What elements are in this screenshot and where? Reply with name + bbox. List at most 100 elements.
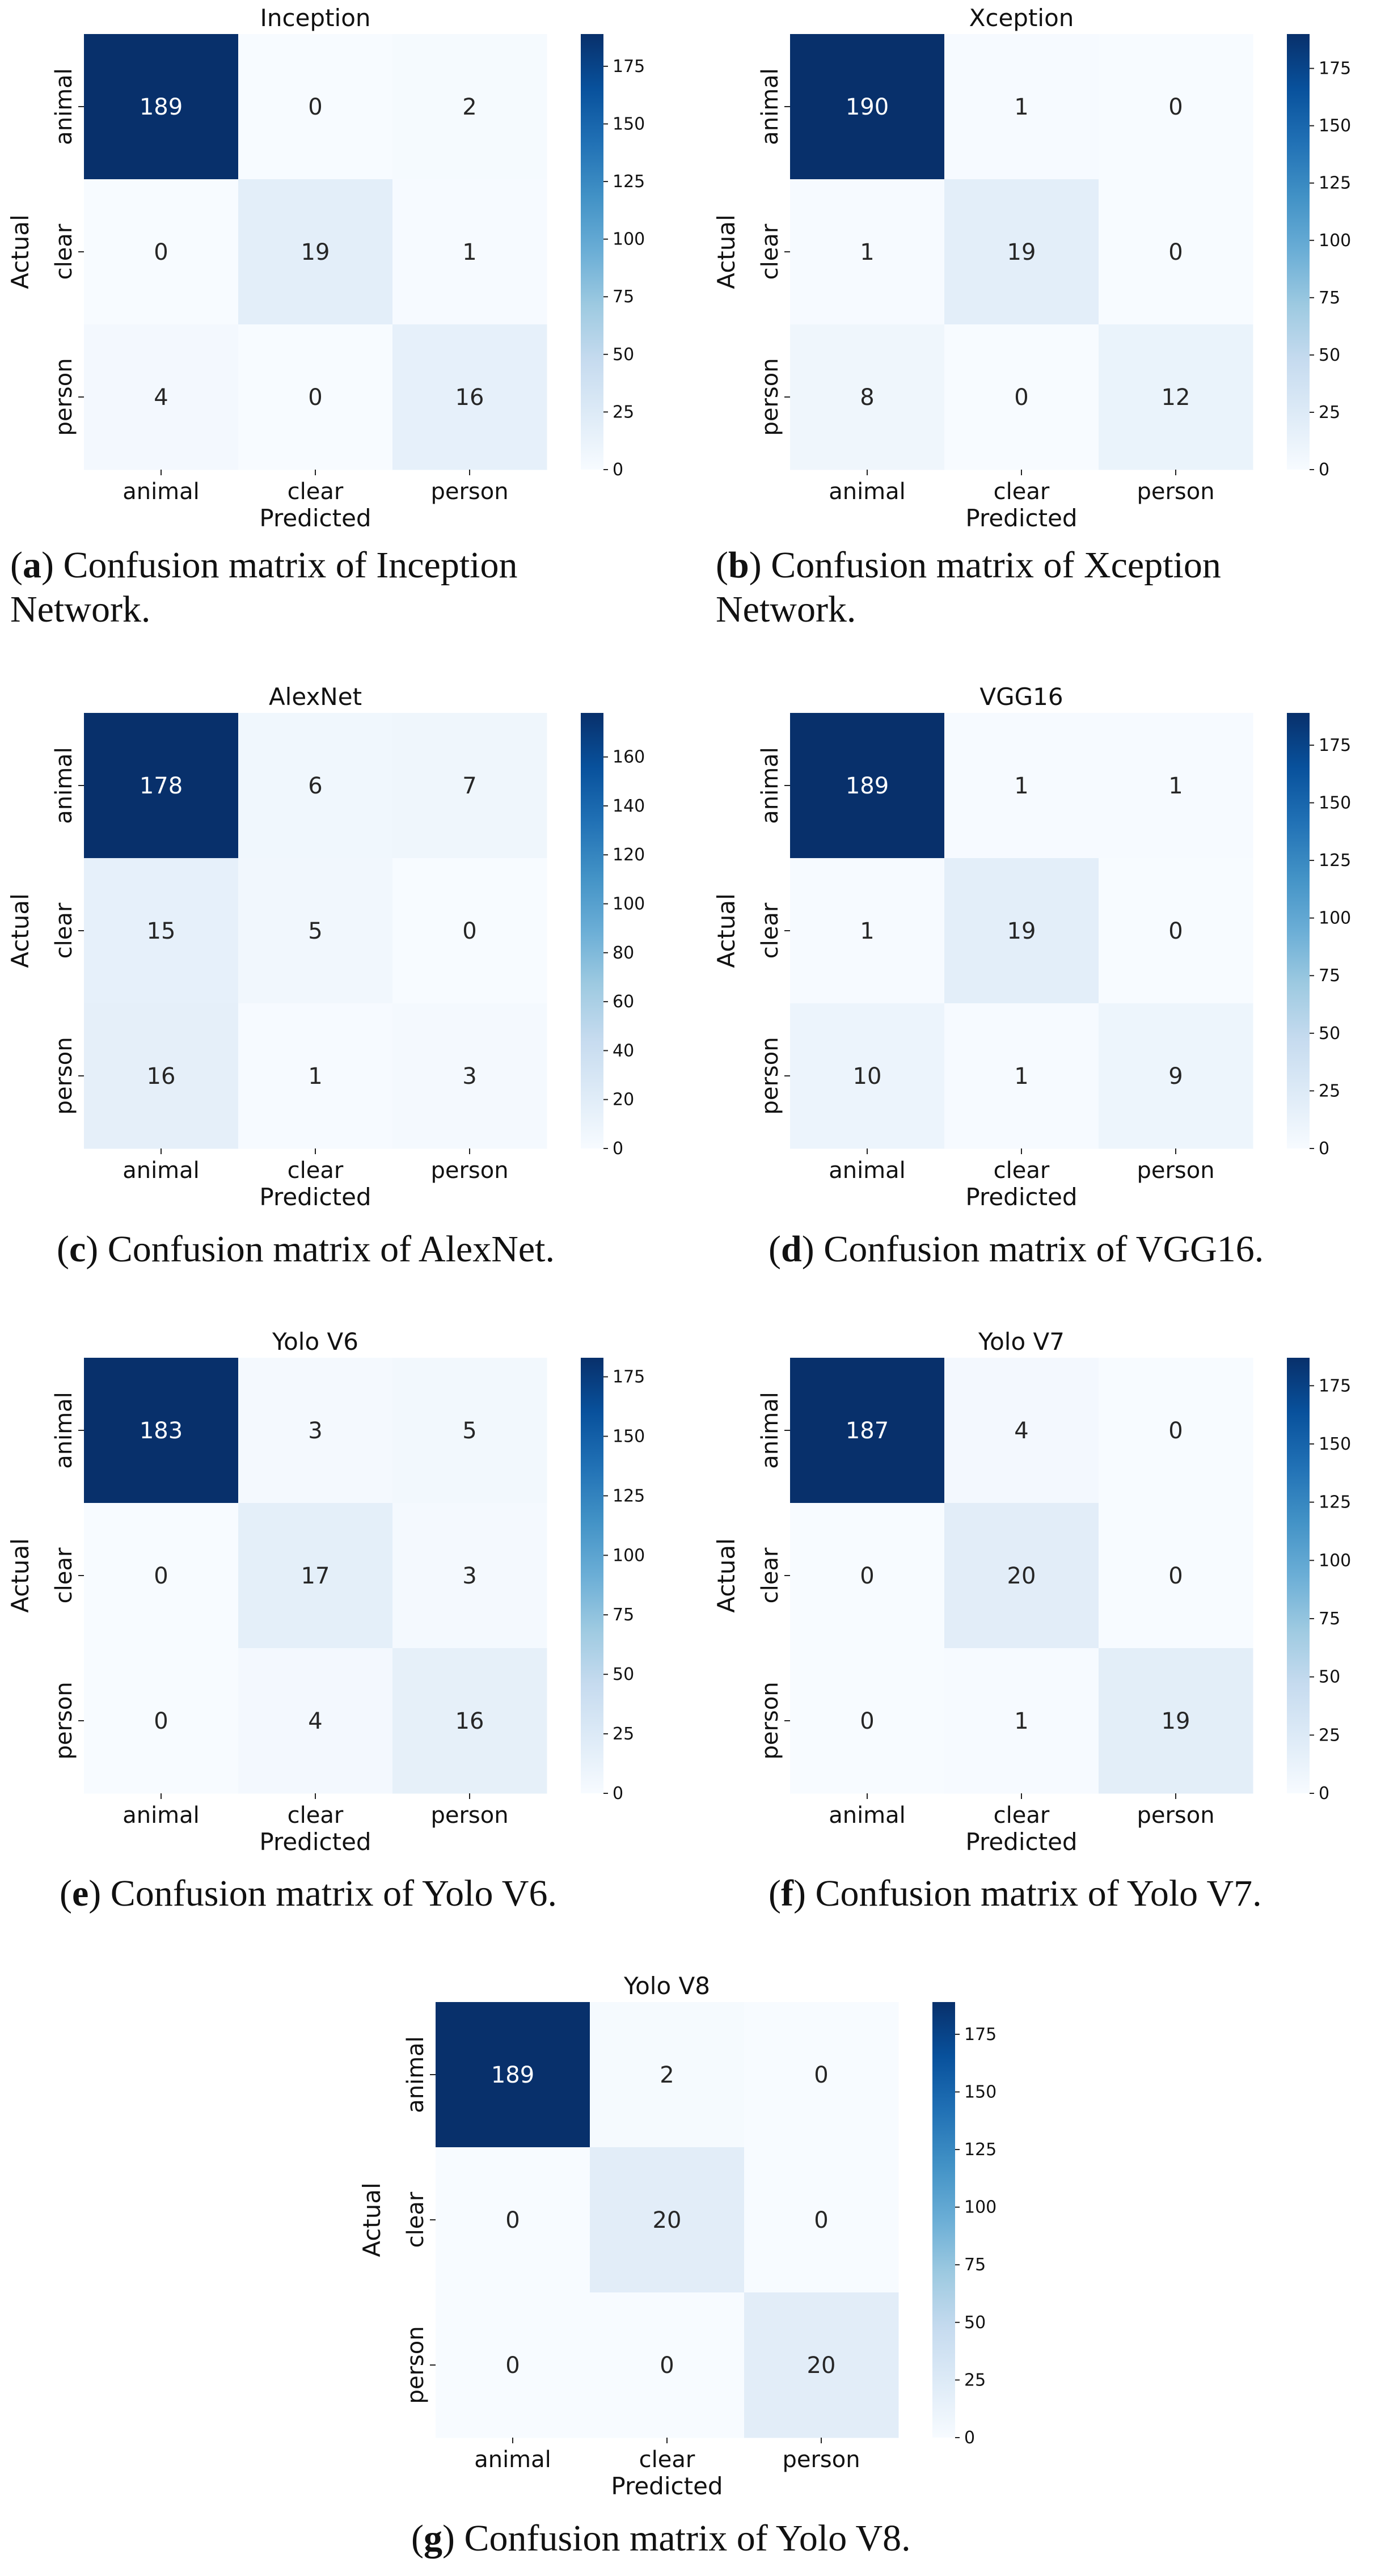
heatmap-cell xyxy=(1099,1503,1253,1649)
heatmap-cell xyxy=(1099,1358,1253,1504)
heatmap-cell xyxy=(84,179,239,325)
caption-label: e xyxy=(71,1873,89,1914)
y-axis-label: Actual xyxy=(358,2182,386,2257)
x-tick-label: person xyxy=(1137,1158,1214,1184)
colorbar-tick-label: 150 xyxy=(1319,793,1351,813)
caption-text: Confusion matrix of Yolo V6. xyxy=(110,1873,557,1914)
heatmap-cell xyxy=(944,1503,1099,1649)
x-tick-label: animal xyxy=(123,479,200,505)
heatmap-cell xyxy=(392,1503,547,1649)
heatmap-cell xyxy=(590,2002,745,2148)
heatmap-cell xyxy=(790,34,945,180)
x-tick-label: animal xyxy=(829,1158,906,1184)
heatmap-cell xyxy=(84,713,239,859)
cell-value-label: 12 xyxy=(1162,385,1190,411)
cell-value-label: 0 xyxy=(814,2207,828,2233)
colorbar-tick-label: 100 xyxy=(964,2198,996,2218)
x-tick-label: clear xyxy=(288,1802,344,1828)
cell-value-label: 1 xyxy=(860,239,874,265)
y-tick-label: person xyxy=(51,1682,77,1759)
colorbar-tick-label: 0 xyxy=(613,1139,623,1159)
x-tick-label: person xyxy=(1137,479,1214,505)
y-tick-label: person xyxy=(51,358,77,436)
cell-value-label: 8 xyxy=(860,385,874,411)
cell-value-label: 2 xyxy=(462,94,476,120)
cell-value-label: 0 xyxy=(860,1708,874,1734)
cell-value-label: 4 xyxy=(154,385,168,411)
colorbar xyxy=(1287,1358,1310,1793)
heatmap-cell xyxy=(590,2292,745,2438)
cell-value-label: 1 xyxy=(308,1063,322,1089)
y-tick-label: clear xyxy=(51,902,77,958)
heatmap-cell xyxy=(1099,1648,1253,1794)
heatmap-cell xyxy=(238,1648,393,1794)
y-tick-label: clear xyxy=(757,902,783,958)
cell-value-label: 0 xyxy=(860,1563,874,1589)
colorbar-tick-label: 75 xyxy=(964,2255,986,2275)
cell-value-label: 2 xyxy=(660,2062,674,2088)
x-axis-label: Predicted xyxy=(965,1828,1077,1856)
colorbar xyxy=(932,2002,955,2438)
colorbar-tick-label: 100 xyxy=(1319,909,1351,928)
colorbar-tick-label: 0 xyxy=(1319,1139,1329,1159)
colorbar-tick-label: 125 xyxy=(964,2140,996,2160)
colorbar-tick-label: 150 xyxy=(964,2082,996,2102)
x-tick-label: clear xyxy=(994,1802,1050,1828)
heatmap-cell xyxy=(944,1003,1099,1149)
cell-value-label: 19 xyxy=(301,239,330,265)
y-tick-label: person xyxy=(51,1037,77,1114)
x-tick-label: clear xyxy=(994,479,1050,505)
heatmap-cell xyxy=(436,2292,590,2438)
colorbar-tick-label: 50 xyxy=(613,1665,634,1684)
x-tick-label: clear xyxy=(994,1158,1050,1184)
colorbar xyxy=(1287,34,1310,470)
colorbar-tick-label: 40 xyxy=(613,1041,634,1061)
heatmap-cell xyxy=(790,1358,945,1504)
confusion-matrix-inception: Inception 189 0 2 0 19 1 4 0 16 animal clear person P… xyxy=(6,4,645,532)
cell-value-label: 4 xyxy=(308,1708,322,1734)
colorbar-tick-label: 125 xyxy=(1319,851,1351,871)
cell-value-label: 0 xyxy=(1168,239,1183,265)
heatmap-cell xyxy=(84,1503,239,1649)
caption-c: (c) Confusion matrix of AlexNet. xyxy=(57,1228,555,1270)
cell-value-label: 19 xyxy=(1162,1708,1190,1734)
cell-value-label: 6 xyxy=(308,773,322,799)
x-tick-label: person xyxy=(430,479,508,505)
y-tick-label: person xyxy=(403,2326,429,2404)
cell-value-label: 1 xyxy=(1168,773,1183,799)
cell-value-label: 1 xyxy=(860,918,874,944)
cell-value-label: 0 xyxy=(1168,1563,1183,1589)
x-tick-label: animal xyxy=(829,1802,906,1828)
y-axis-label: Actual xyxy=(6,214,34,289)
heatmap-cell xyxy=(84,34,239,180)
chart-title: Inception xyxy=(260,4,370,32)
heatmap-cell xyxy=(790,1503,945,1649)
heatmap-cell xyxy=(238,1358,393,1504)
cell-value-label: 0 xyxy=(308,385,322,411)
colorbar-tick-label: 175 xyxy=(1319,59,1351,79)
heatmap-cell xyxy=(944,1648,1099,1794)
cell-value-label: 0 xyxy=(1168,94,1183,120)
colorbar-tick-label: 125 xyxy=(613,1486,645,1506)
caption-b: (b) Confusion matrix of Xception Network… xyxy=(716,544,1221,630)
heatmap-cell xyxy=(436,2002,590,2148)
caption-text: Confusion matrix of Yolo V7. xyxy=(815,1873,1262,1914)
chart-title: AlexNet xyxy=(269,683,362,711)
y-axis-label: Actual xyxy=(712,893,740,968)
colorbar-tick-label: 60 xyxy=(613,992,634,1012)
colorbar-tick-label: 0 xyxy=(613,460,623,480)
heatmap-cell xyxy=(392,324,547,470)
cell-value-label: 189 xyxy=(846,773,889,799)
cell-value-label: 7 xyxy=(462,773,476,799)
x-tick-label: person xyxy=(782,2447,860,2473)
cell-value-label: 190 xyxy=(846,94,889,120)
heatmap-cell xyxy=(84,858,239,1004)
y-tick-label: clear xyxy=(757,223,783,280)
heatmap-cell xyxy=(392,1003,547,1149)
cell-value-label: 5 xyxy=(308,918,322,944)
colorbar-tick-label: 80 xyxy=(613,943,634,963)
heatmap-cell xyxy=(84,324,239,470)
chart-title: VGG16 xyxy=(979,683,1063,711)
